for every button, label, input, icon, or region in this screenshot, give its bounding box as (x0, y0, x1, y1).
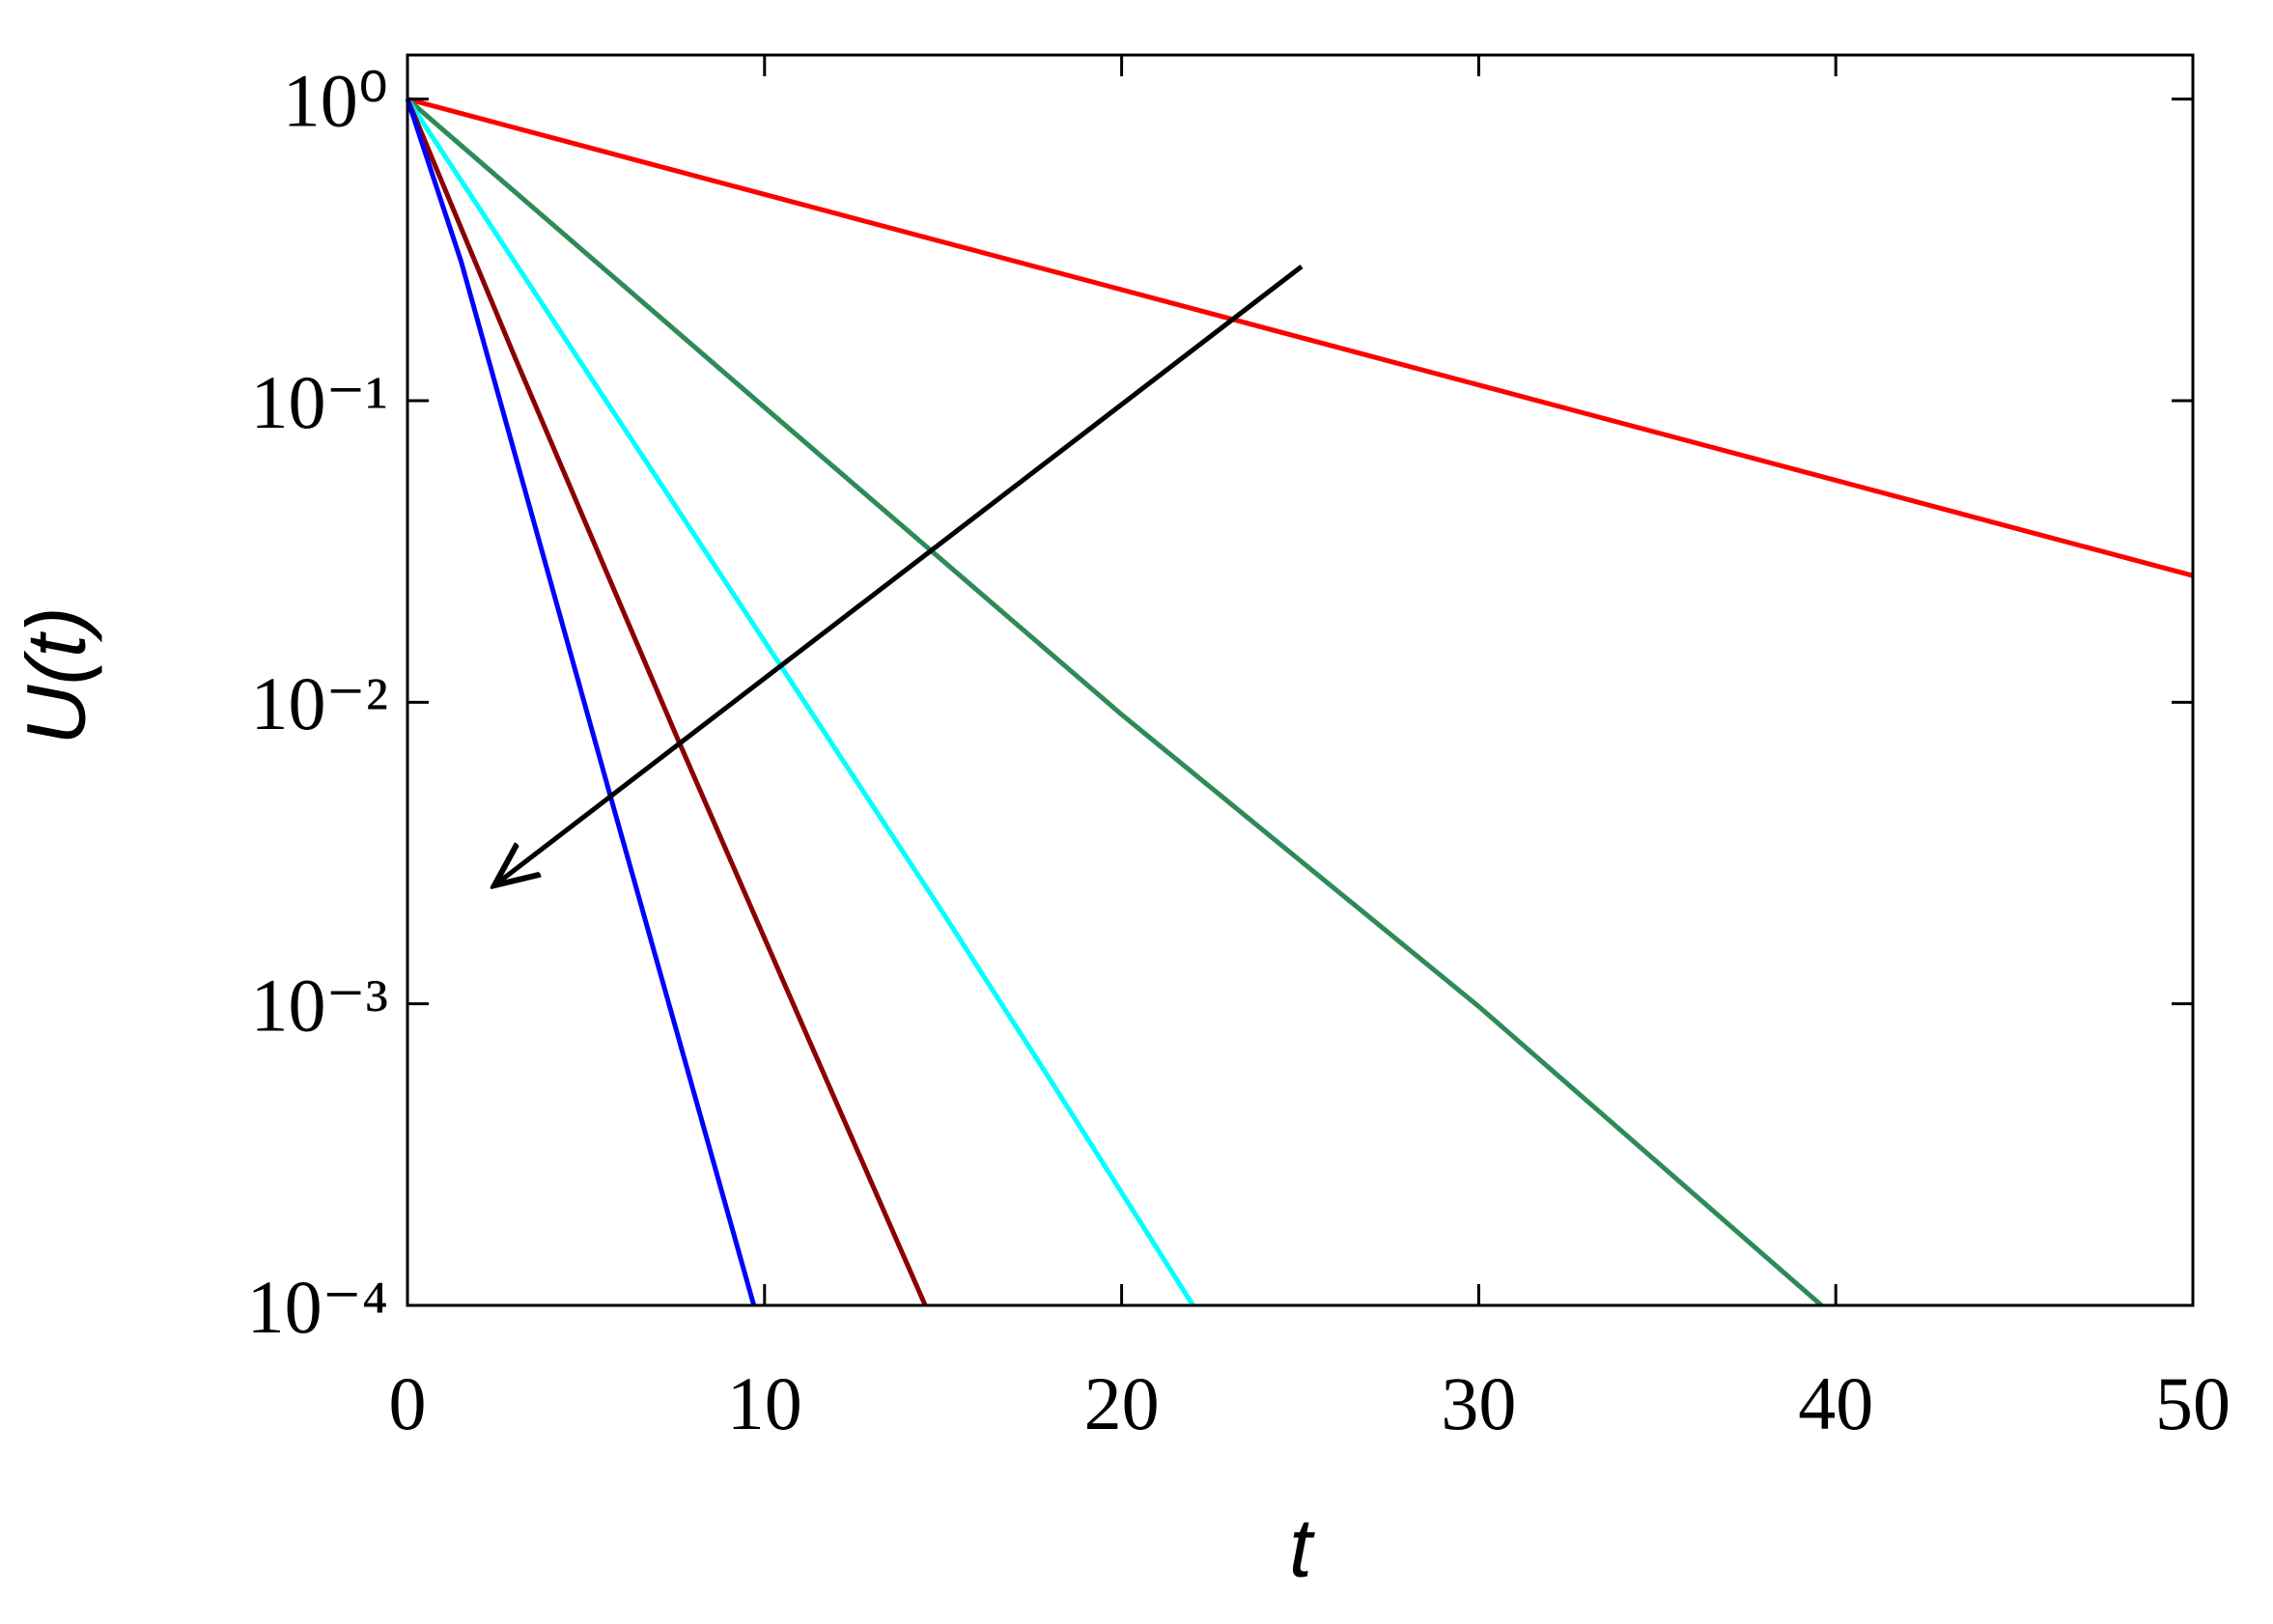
line-series (405, 98, 757, 1306)
x-tick-label: 40 (1798, 1361, 1873, 1445)
y-axis-label: U(t) (11, 606, 103, 744)
y-tick-label: 10⁰ (283, 59, 388, 143)
line-series (405, 98, 928, 1307)
arrow (498, 265, 1304, 882)
x-tick-label: 30 (1441, 1361, 1516, 1445)
plot-frame (406, 53, 2195, 1307)
y-tick-label: 10⁻¹ (250, 360, 388, 444)
x-tick-label: 10 (727, 1361, 802, 1445)
x-tick-label: 50 (2155, 1361, 2231, 1445)
y-tick-label: 10⁻⁴ (247, 1265, 388, 1349)
x-tick-label: 0 (389, 1361, 427, 1445)
y-tick-label: 10⁻² (250, 661, 388, 745)
line-series (407, 97, 2194, 578)
line-series (406, 97, 1824, 1307)
x-axis-label: t (1289, 1502, 1315, 1595)
x-tick-label: 20 (1084, 1361, 1160, 1445)
line-series (405, 98, 1195, 1307)
y-tick-label: 10⁻³ (250, 964, 388, 1048)
